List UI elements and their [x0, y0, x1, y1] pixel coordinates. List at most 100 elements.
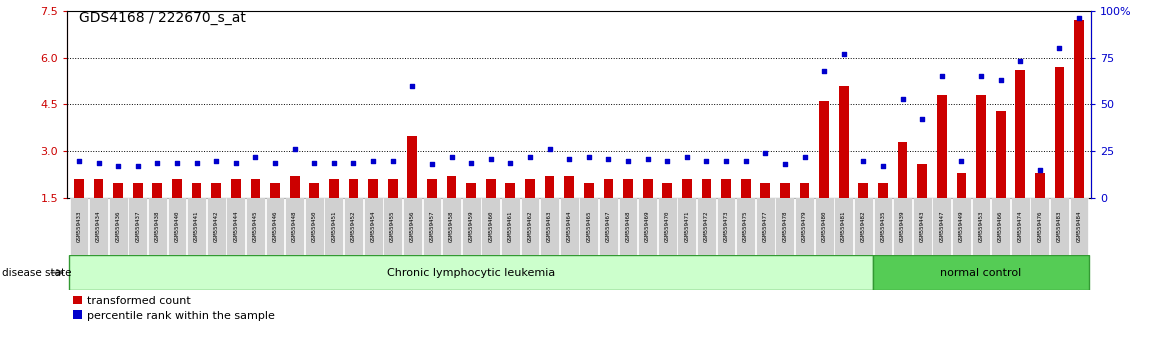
Bar: [957, 173, 966, 198]
Text: GSM559476: GSM559476: [1038, 211, 1042, 242]
Bar: [677, 198, 696, 255]
Bar: [897, 142, 908, 198]
Bar: [265, 198, 285, 255]
Bar: [383, 198, 402, 255]
Point: [285, 147, 303, 152]
Text: GSM559471: GSM559471: [684, 211, 689, 242]
Text: GSM559447: GSM559447: [939, 211, 944, 242]
Text: GSM559473: GSM559473: [724, 211, 728, 242]
Bar: [324, 198, 343, 255]
Text: GSM559450: GSM559450: [312, 211, 317, 242]
Bar: [913, 198, 931, 255]
Text: GSM559474: GSM559474: [1018, 211, 1023, 242]
Bar: [878, 183, 888, 198]
Bar: [173, 179, 182, 198]
Bar: [893, 198, 913, 255]
Bar: [584, 183, 594, 198]
Bar: [623, 179, 633, 198]
Bar: [976, 95, 985, 198]
Point: [893, 96, 911, 102]
Bar: [603, 179, 614, 198]
Bar: [873, 198, 893, 255]
Bar: [447, 176, 456, 198]
Point: [423, 162, 441, 167]
Text: GSM559442: GSM559442: [214, 211, 219, 242]
Bar: [721, 179, 731, 198]
Bar: [682, 179, 691, 198]
Bar: [996, 111, 1005, 198]
Bar: [227, 198, 245, 255]
Point: [579, 154, 598, 160]
Text: GSM559470: GSM559470: [665, 211, 669, 242]
Point: [109, 164, 127, 169]
Point: [932, 74, 951, 79]
Text: GSM559445: GSM559445: [252, 211, 258, 242]
Bar: [309, 183, 320, 198]
Bar: [780, 183, 790, 198]
Point: [364, 158, 382, 164]
Bar: [540, 198, 559, 255]
Text: disease state: disease state: [2, 268, 72, 278]
Point: [835, 51, 853, 57]
Text: GSM559443: GSM559443: [919, 211, 925, 242]
Text: GSM559466: GSM559466: [998, 211, 1003, 242]
Text: GSM559481: GSM559481: [841, 211, 846, 242]
Text: GDS4168 / 222670_s_at: GDS4168 / 222670_s_at: [79, 11, 245, 25]
Bar: [501, 198, 520, 255]
Bar: [853, 198, 873, 255]
Point: [1050, 45, 1069, 51]
Point: [1070, 15, 1089, 21]
Bar: [1070, 198, 1089, 255]
Bar: [1016, 70, 1025, 198]
Text: GSM559435: GSM559435: [880, 211, 886, 242]
Point: [599, 156, 617, 162]
Bar: [638, 198, 657, 255]
Bar: [245, 198, 265, 255]
Bar: [305, 198, 324, 255]
Bar: [937, 95, 947, 198]
Bar: [1011, 198, 1029, 255]
Bar: [270, 183, 280, 198]
Bar: [505, 183, 515, 198]
Bar: [94, 179, 103, 198]
Bar: [349, 179, 358, 198]
Bar: [69, 255, 873, 290]
Text: GSM559484: GSM559484: [1077, 211, 1082, 242]
Bar: [858, 183, 868, 198]
Text: GSM559453: GSM559453: [979, 211, 983, 242]
Bar: [467, 183, 476, 198]
Bar: [800, 183, 809, 198]
Bar: [1055, 67, 1064, 198]
Bar: [250, 179, 261, 198]
Text: GSM559455: GSM559455: [390, 211, 395, 242]
Point: [815, 68, 834, 74]
Text: GSM559467: GSM559467: [606, 211, 611, 242]
Text: GSM559439: GSM559439: [900, 211, 906, 242]
Bar: [834, 198, 853, 255]
Point: [442, 154, 461, 160]
Bar: [427, 179, 437, 198]
Point: [344, 160, 362, 165]
Text: GSM559475: GSM559475: [743, 211, 748, 242]
Bar: [761, 183, 770, 198]
Point: [305, 160, 323, 165]
Text: GSM559468: GSM559468: [625, 211, 630, 242]
Bar: [702, 179, 711, 198]
Point: [521, 154, 540, 160]
Legend: transformed count, percentile rank within the sample: transformed count, percentile rank withi…: [73, 296, 276, 320]
Bar: [388, 179, 397, 198]
Point: [991, 77, 1010, 83]
Point: [677, 154, 696, 160]
Bar: [972, 198, 990, 255]
Point: [1031, 167, 1049, 173]
Bar: [408, 136, 417, 198]
Point: [227, 160, 245, 165]
Point: [972, 74, 990, 79]
Bar: [697, 198, 716, 255]
Bar: [838, 86, 849, 198]
Point: [168, 160, 186, 165]
Point: [756, 150, 775, 156]
Text: GSM559441: GSM559441: [195, 211, 199, 242]
Text: normal control: normal control: [940, 268, 1021, 278]
Bar: [1031, 198, 1049, 255]
